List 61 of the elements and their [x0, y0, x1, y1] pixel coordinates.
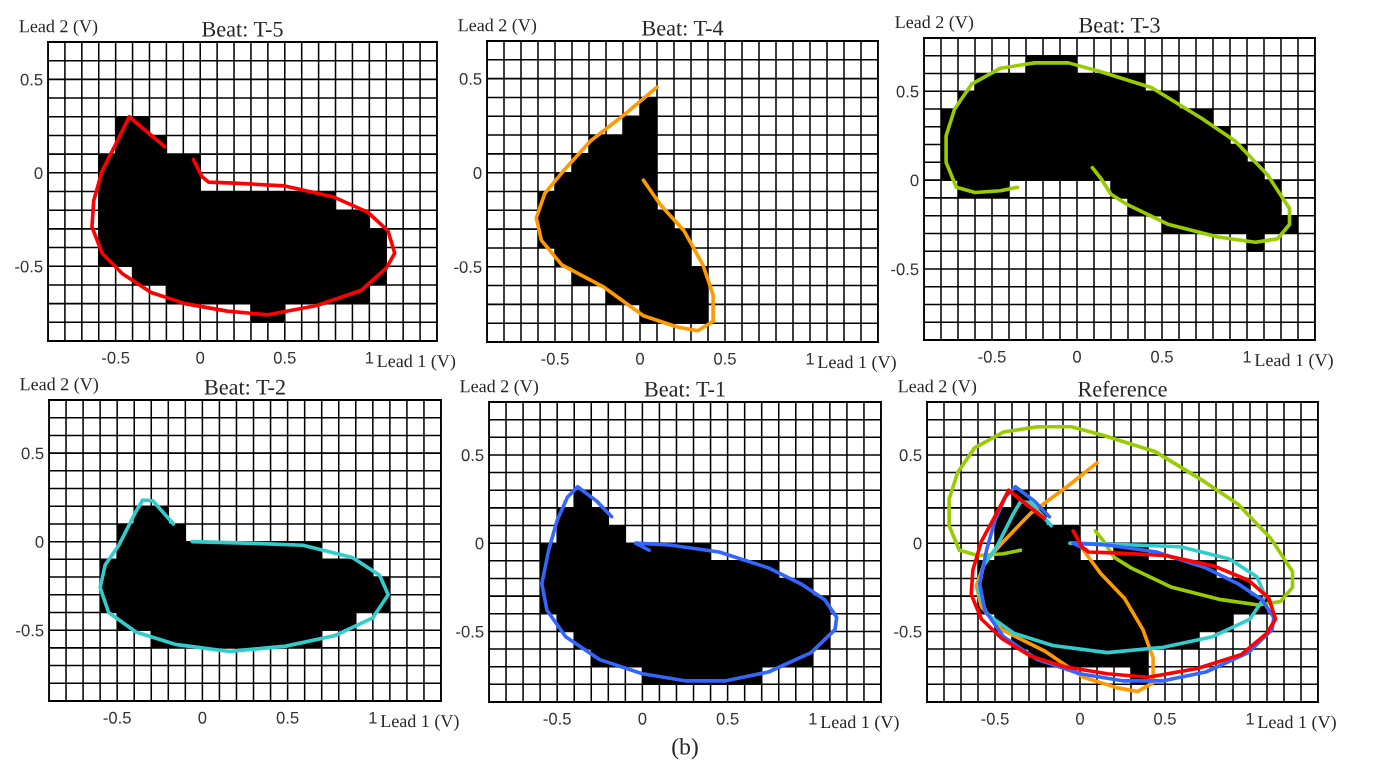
x-axis-title: Lead 1 (V): [1254, 353, 1333, 370]
y-axis-title: Lead 2 (V): [20, 377, 99, 394]
x-tick-label: 1: [1246, 713, 1254, 725]
x-tick-label: -0.5: [102, 351, 130, 364]
y-tick-label: -0.5: [894, 625, 922, 638]
y-tick-label: -0.5: [15, 260, 43, 273]
x-tick-label: 0.5: [276, 711, 299, 724]
y-axis-title: Lead 2 (V): [898, 379, 977, 396]
x-tick-label: -0.5: [543, 712, 571, 725]
y-tick-label: 0: [34, 167, 43, 180]
x-tick-label: 0.5: [273, 351, 296, 364]
y-tick-label: 0.5: [21, 447, 44, 460]
chart-title: Beat: T-4: [642, 20, 724, 36]
x-tick-label: 0.5: [1154, 712, 1176, 725]
x-axis-title: Lead 1 (V): [1257, 715, 1336, 732]
y-tick-label: 0: [910, 174, 919, 187]
chart-title: Beat: T-2: [204, 379, 285, 395]
x-tick-label: 0: [198, 711, 207, 724]
y-axis-title: Lead 2 (V): [458, 18, 537, 35]
x-tick-label: 1: [1243, 351, 1251, 363]
chart-title: Beat: T-1: [644, 381, 725, 397]
y-tick-label: 0: [35, 536, 44, 548]
y-tick-label: -0.5: [454, 261, 482, 273]
y-tick-label: 0.5: [899, 449, 922, 462]
x-tick-label: 0: [638, 712, 647, 725]
y-tick-label: -0.5: [456, 625, 484, 638]
x-tick-label: 0.5: [716, 712, 739, 725]
x-axis-title: Lead 1 (V): [820, 715, 899, 732]
y-axis-title: Lead 2 (V): [19, 19, 98, 37]
x-axis-title: Lead 1 (V): [380, 714, 459, 731]
x-tick-label: -0.5: [541, 352, 569, 365]
chart-title: Beat: T-5: [202, 21, 283, 37]
y-tick-label: 0.5: [896, 85, 919, 98]
chart-title: Reference: [1078, 380, 1167, 397]
y-axis-title: Lead 2 (V): [895, 15, 974, 32]
x-tick-label: 1: [809, 713, 817, 725]
x-tick-label: -0.5: [103, 711, 131, 724]
x-tick-label: 0: [636, 352, 644, 365]
x-tick-label: 0.5: [714, 352, 736, 365]
y-tick-label: 0.5: [20, 73, 43, 86]
y-tick-label: 0: [473, 167, 482, 179]
x-tick-label: 1: [369, 712, 377, 724]
x-tick-label: 1: [365, 352, 374, 364]
x-axis-title: Lead 1 (V): [377, 354, 456, 371]
x-tick-label: 0: [1073, 350, 1081, 363]
chart-title: Beat: T-3: [1079, 17, 1160, 33]
x-axis-title: Lead 1 (V): [817, 355, 896, 372]
y-tick-label: 0.5: [459, 73, 482, 85]
text: (b): [672, 738, 698, 760]
y-tick-label: 0: [913, 537, 922, 550]
y-tick-label: -0.5: [891, 263, 919, 276]
x-tick-label: 0: [196, 351, 205, 364]
y-axis-title: Lead 2 (V): [460, 379, 539, 396]
y-tick-label: 0: [475, 537, 484, 550]
x-tick-label: 1: [806, 353, 814, 365]
x-tick-label: 0.5: [1151, 350, 1173, 363]
x-tick-label: 0: [1076, 712, 1084, 725]
x-tick-label: -0.5: [981, 712, 1009, 725]
x-tick-label: -0.5: [978, 350, 1006, 363]
y-tick-label: 0.5: [461, 449, 484, 462]
y-tick-label: -0.5: [16, 624, 44, 637]
